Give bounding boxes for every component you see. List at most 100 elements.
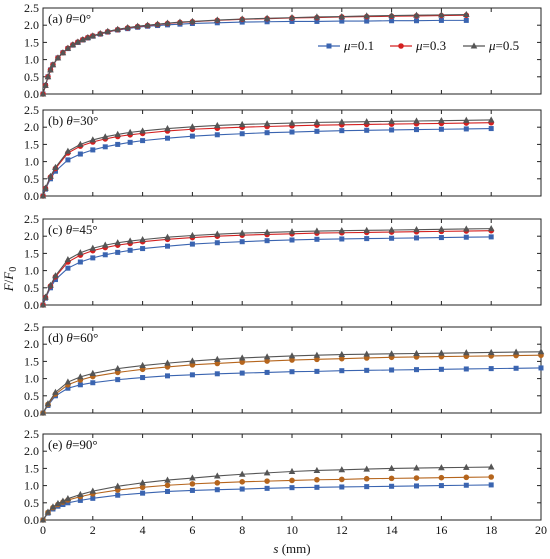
legend-label: μ=0.3 <box>415 38 446 53</box>
data-point <box>101 133 109 140</box>
legend-marker <box>470 42 478 49</box>
data-point <box>389 235 395 241</box>
data-point <box>314 128 320 134</box>
data-point <box>463 482 469 488</box>
data-point <box>140 490 146 496</box>
x-tick-label: 2 <box>90 523 96 537</box>
y-tick-label: 0.0 <box>24 513 39 527</box>
y-tick-label: 1.0 <box>24 264 39 278</box>
y-tick-label: 0.0 <box>24 406 39 420</box>
legend-label: μ=0.5 <box>488 38 519 53</box>
data-point <box>89 32 97 39</box>
data-point <box>139 479 146 486</box>
data-point <box>462 225 470 232</box>
data-point <box>213 16 221 23</box>
data-point <box>288 352 296 359</box>
data-point <box>90 147 96 153</box>
panel-e: 0.0 0.5 1.0 1.5 2.0 2.5 (e) θ=90° <box>24 427 542 527</box>
data-point <box>364 127 370 133</box>
data-point <box>363 118 371 125</box>
data-point <box>238 470 246 477</box>
data-point <box>64 378 72 385</box>
data-point <box>462 349 470 356</box>
data-point <box>289 477 295 484</box>
y-tick-label: 2.5 <box>24 103 39 117</box>
data-point <box>388 464 395 471</box>
y-tick-label: 1.0 <box>24 53 39 67</box>
data-point <box>314 476 320 483</box>
data-point <box>77 249 84 256</box>
y-tick-label: 1.5 <box>24 35 39 49</box>
series-1 <box>40 365 544 416</box>
data-point <box>313 466 321 473</box>
data-point <box>139 361 146 369</box>
panels: 0.0 0.5 1.0 1.5 2.0 2.5 (a) θ=0° 0.0 0.5 1.0 1.5 2.… <box>24 1 547 537</box>
data-point <box>214 371 220 377</box>
data-point <box>114 482 122 489</box>
data-point <box>90 380 96 386</box>
data-point <box>339 236 345 242</box>
data-point <box>176 18 184 25</box>
y-tick-label: 1.5 <box>24 246 39 260</box>
data-point <box>214 487 220 493</box>
data-point <box>49 61 57 68</box>
data-point <box>52 163 59 170</box>
data-point <box>313 351 321 358</box>
data-point <box>115 249 121 255</box>
data-point <box>47 281 54 288</box>
data-point <box>313 13 321 20</box>
series-3 <box>39 463 495 523</box>
data-point <box>438 225 445 232</box>
data-point <box>44 400 52 407</box>
data-point <box>189 17 196 24</box>
y-tick-label: 0.5 <box>24 172 39 186</box>
data-point <box>213 355 221 362</box>
data-point <box>77 490 84 498</box>
data-point <box>89 369 97 376</box>
data-point <box>488 482 494 488</box>
x-tick-label: 14 <box>386 523 398 537</box>
data-point <box>462 116 470 123</box>
data-point <box>438 117 445 124</box>
panel-a: 0.0 0.5 1.0 1.5 2.0 2.5 (a) θ=0° <box>24 1 542 101</box>
panel-label: (e) θ=90° <box>48 437 98 452</box>
data-point <box>364 367 370 373</box>
data-point <box>487 116 495 123</box>
y-tick-label: 2.0 <box>24 337 39 351</box>
data-point <box>313 227 321 234</box>
data-point <box>388 226 395 233</box>
data-point <box>140 246 146 252</box>
data-point <box>338 350 346 358</box>
data-point <box>165 373 171 379</box>
data-point <box>363 12 371 19</box>
data-point <box>338 476 345 483</box>
data-point <box>413 464 420 471</box>
data-point <box>263 14 271 21</box>
data-point <box>165 135 171 141</box>
data-point <box>84 33 92 41</box>
data-point <box>42 184 49 191</box>
data-point <box>438 17 444 23</box>
y-tick-label: 1.5 <box>24 137 39 151</box>
data-point <box>537 348 545 355</box>
data-point <box>115 492 121 498</box>
data-point <box>239 239 245 245</box>
data-point <box>64 495 72 502</box>
data-point <box>364 484 370 490</box>
data-point <box>388 117 395 124</box>
data-point <box>413 235 419 241</box>
data-point <box>488 366 494 372</box>
data-point <box>289 129 295 135</box>
legend-label: μ=0.1 <box>343 38 374 53</box>
series-1 <box>40 17 469 97</box>
y-tick-label: 2.5 <box>24 427 39 441</box>
data-point <box>64 147 72 154</box>
panel-label: (d) θ=60° <box>48 330 98 345</box>
data-point <box>388 475 395 482</box>
data-point <box>438 126 444 132</box>
data-point <box>463 126 469 132</box>
data-point <box>134 22 141 29</box>
data-point <box>338 118 346 125</box>
data-point <box>77 140 84 147</box>
data-point <box>154 20 161 27</box>
